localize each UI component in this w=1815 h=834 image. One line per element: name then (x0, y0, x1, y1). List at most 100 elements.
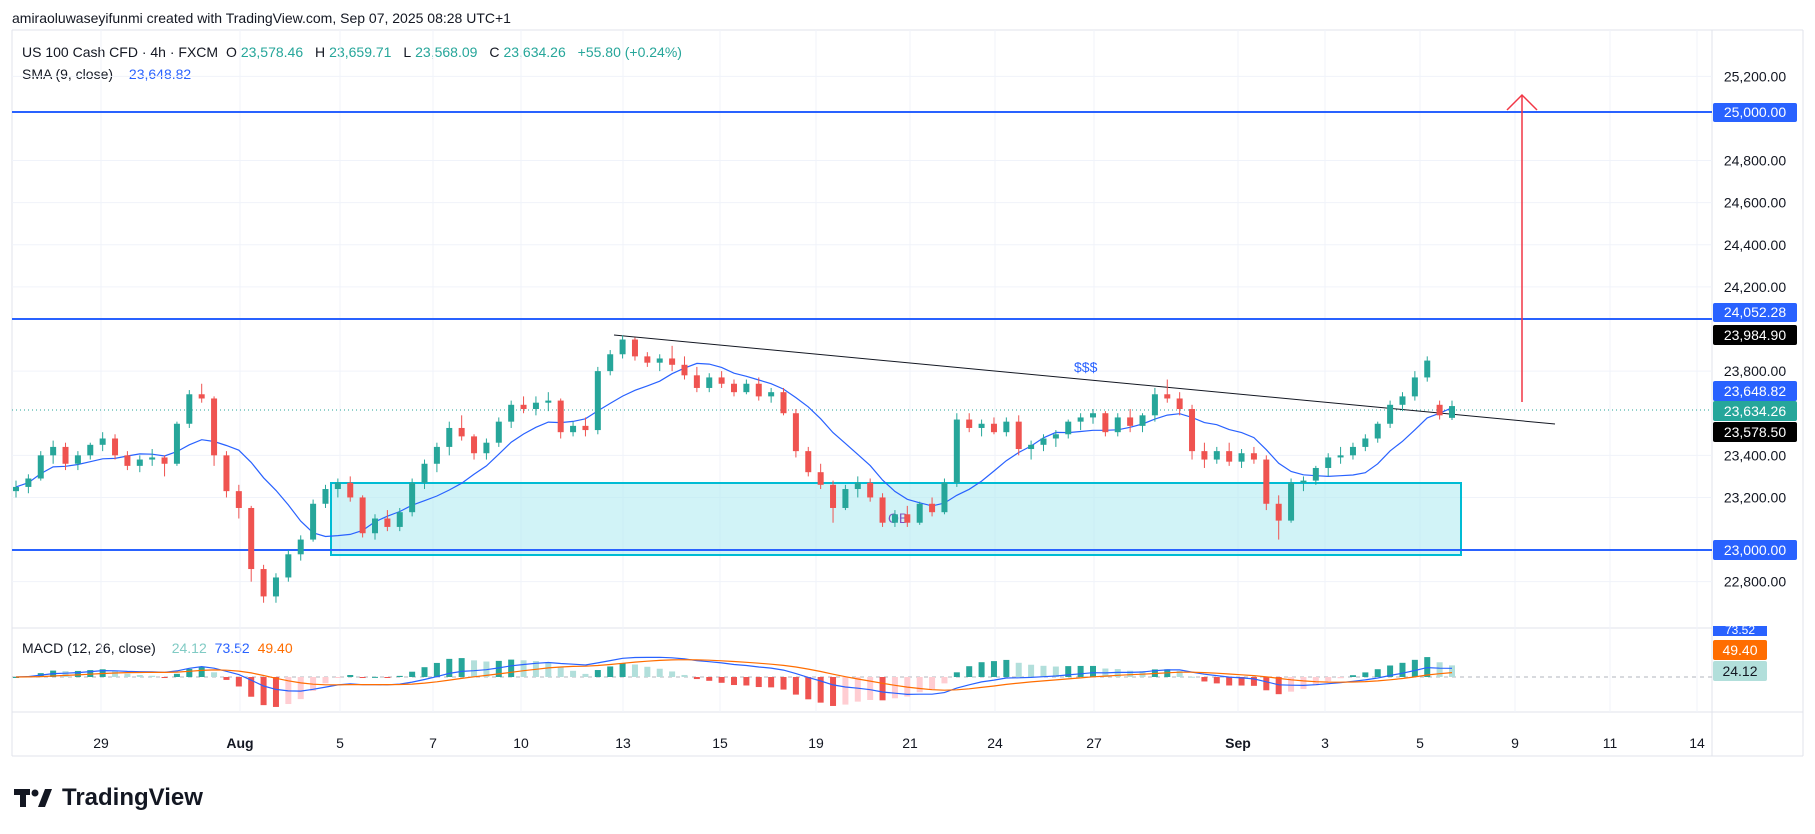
x-tick-label: 13 (615, 735, 631, 751)
candle-body (607, 354, 614, 372)
x-tick-label: 29 (93, 735, 109, 751)
candle-body (112, 438, 119, 456)
macd-hist-bar (223, 677, 230, 680)
macd-hist-bar (619, 663, 626, 677)
high-label: H (315, 44, 326, 60)
macd-hist-bar (1052, 666, 1059, 677)
sma-line[interactable] (15, 362, 1453, 538)
macd-hist-bar (1065, 666, 1072, 677)
level-high-badge (1713, 103, 1797, 122)
candle-body (743, 383, 750, 393)
macd-hist-bar (359, 677, 366, 678)
candle-body (458, 427, 465, 437)
candle-body (817, 472, 824, 485)
candles-group (13, 335, 1455, 603)
candle-body (136, 459, 143, 466)
candle-body (879, 497, 886, 523)
macd-hist-bar (792, 677, 799, 695)
low-value: 23,568.09 (415, 44, 478, 60)
macd-line[interactable] (15, 656, 1453, 696)
high-value: 23,659.71 (329, 44, 392, 60)
macd-hist-bar (248, 677, 255, 697)
macd-signal-line[interactable] (15, 659, 1453, 691)
candle-body (1374, 423, 1381, 439)
macd-hist-bar (211, 672, 218, 677)
candle-body (173, 423, 180, 464)
candle-body (149, 457, 156, 460)
macd-hist-bar (1263, 677, 1270, 691)
candle-body (854, 482, 861, 490)
macd-hist-bar (334, 677, 341, 678)
sma-info[interactable]: SMA (9, close) 23,648.82 (22, 66, 195, 82)
x-tick-label: Aug (226, 735, 253, 751)
candle-body (1349, 446, 1356, 456)
candle-body (718, 377, 725, 384)
macd-hist-bar (953, 672, 960, 677)
macd-hist-bar (681, 674, 688, 677)
x-tick-label: 24 (987, 735, 1003, 751)
high-marker-label: 23,984.90 (1724, 327, 1786, 343)
candle-body (1337, 455, 1344, 458)
candle-body (755, 383, 762, 397)
candle-body (384, 518, 391, 527)
candle-body (495, 421, 502, 443)
candle-body (1003, 421, 1010, 433)
x-tick-label: 3 (1321, 735, 1329, 751)
x-tick-label: Sep (1225, 735, 1251, 751)
macd-hist-bar (594, 670, 601, 677)
macd-hist-bar (421, 667, 428, 677)
candle-body (842, 489, 849, 508)
open-value: 23,578.46 (240, 44, 304, 60)
price-chart[interactable]: OB $$$ 25,200.0024,800.0024,600.0024,400… (0, 0, 1815, 760)
macd-hist-bar (260, 677, 267, 706)
candle-body (1424, 360, 1431, 378)
candle-body (792, 413, 799, 452)
candle-body (1411, 377, 1418, 397)
price-axis[interactable]: 25,200.00 24,800.00 24,600.00 24,400.00 24,2… (1724, 68, 1786, 589)
candle-body (780, 392, 787, 414)
macd-info[interactable]: MACD (12, 26, close) 24.12 73.52 49.40 (22, 640, 297, 656)
close-label: C (489, 44, 500, 60)
macd-hist-bar (607, 666, 614, 677)
x-tick-label: 5 (1416, 735, 1424, 751)
low-label: L (403, 44, 412, 60)
candle-body (582, 425, 589, 431)
candle-body (272, 577, 279, 597)
macd-hist-bar (1189, 676, 1196, 678)
macd-hist-badge-label: 24.12 (1722, 663, 1757, 679)
candle-body (1176, 398, 1183, 410)
macd-hist-bar (780, 677, 787, 690)
macd-hist-bar (545, 662, 552, 677)
candle-body (966, 419, 973, 428)
x-tick-label: 10 (513, 735, 529, 751)
macd-hist-bar (520, 660, 527, 677)
tradingview-footer[interactable]: TradingView (14, 784, 203, 812)
macd-hist-bar (1275, 677, 1282, 695)
sma-label: SMA (9, close) (22, 66, 114, 82)
candle-body (198, 394, 205, 399)
candle-body (260, 569, 267, 597)
x-tick-label: 21 (902, 735, 918, 751)
macd-hist-bar (198, 666, 205, 677)
y-tick-label: 23,200.00 (1724, 489, 1786, 505)
macd-hist-bar (1114, 669, 1121, 677)
macd-hist-bar (1288, 677, 1295, 692)
time-axis[interactable]: 29 Aug 5 7 10 13 15 19 21 24 27 Sep 3 5 9 11 14 (93, 735, 1705, 751)
descending-trendline[interactable] (613, 334, 1556, 425)
macd-hist-bar (669, 671, 676, 677)
candle-body (941, 482, 948, 513)
macd-hist-bar (693, 677, 700, 680)
macd-hist-bar (842, 677, 849, 705)
x-tick-label: 15 (712, 735, 728, 751)
macd-label: MACD (12, 26, close) (22, 640, 156, 656)
macd-hist-bar (1015, 662, 1022, 677)
candle-body (557, 400, 564, 433)
level-mid-badge (1713, 303, 1797, 322)
gridlines (12, 30, 1712, 712)
macd-hist-bar (1349, 675, 1356, 677)
target-arrow-icon[interactable] (1506, 93, 1538, 402)
macd-hist-bar (817, 677, 824, 703)
macd-hist-bar (1213, 677, 1220, 684)
candle-body (867, 482, 874, 498)
candle-body (929, 503, 936, 513)
